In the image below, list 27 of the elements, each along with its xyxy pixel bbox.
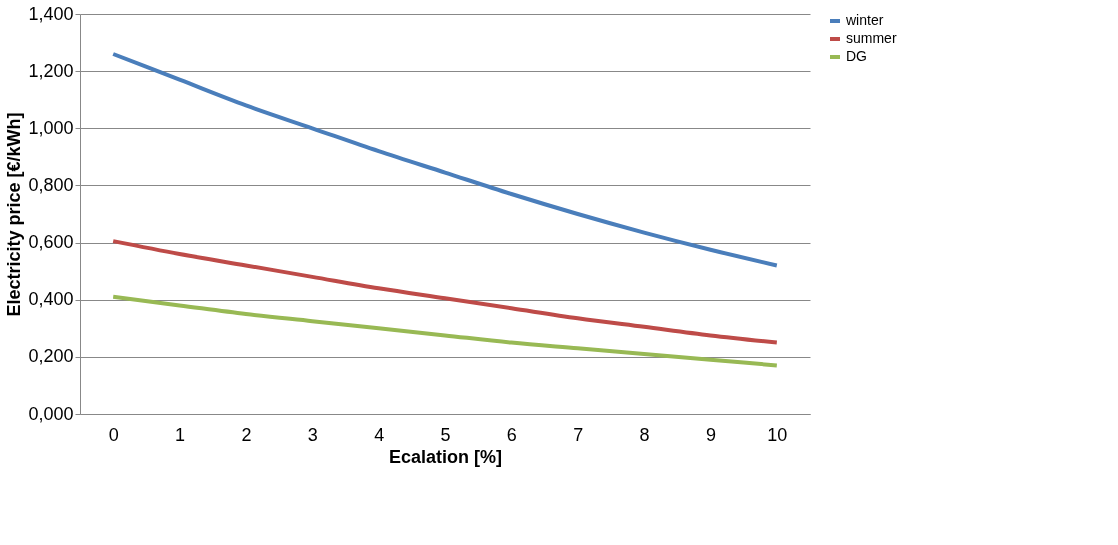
y-tick-label: 0,000: [28, 403, 74, 424]
x-tick-label: 9: [705, 424, 716, 445]
x-tick-label: 10: [767, 424, 788, 445]
x-tick-label: 2: [241, 424, 252, 445]
legend-label: winter: [845, 12, 884, 28]
y-tick-label: 0,200: [28, 346, 74, 367]
line-series: [111, 239, 779, 345]
line-series: [111, 294, 779, 368]
y-tick-label: 0,800: [28, 174, 74, 195]
line-series: [111, 52, 779, 268]
y-tick-label: 1,400: [28, 3, 74, 24]
x-tick-label: 5: [440, 424, 451, 445]
x-tick-label: 1: [175, 424, 186, 445]
y-tick-label: 0,400: [28, 289, 74, 310]
x-tick-label: 8: [639, 424, 650, 445]
y-tick-label: 0,600: [28, 232, 74, 253]
y-tick-label: 1,200: [28, 60, 74, 81]
x-tick-label: 0: [108, 424, 119, 445]
y-axis-title: Electricity price [€/kWh]: [4, 112, 25, 317]
x-axis-title: Ecalation [%]: [388, 446, 503, 467]
x-tick-label: 4: [374, 424, 385, 445]
legend-label: summer: [846, 30, 897, 46]
y-tick-label: 1,000: [28, 117, 74, 138]
x-tick-label: 7: [573, 424, 584, 445]
legend-label: DG: [846, 48, 867, 64]
x-tick-label: 6: [506, 424, 517, 445]
x-tick-label: 3: [307, 424, 318, 445]
